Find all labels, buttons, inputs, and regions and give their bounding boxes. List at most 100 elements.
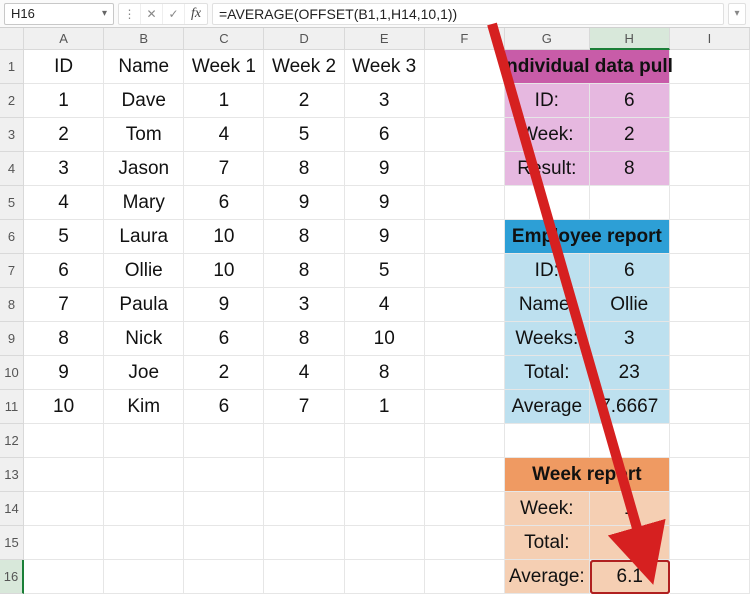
cell-B6[interactable]: Laura xyxy=(104,220,184,254)
column-header-E[interactable]: E xyxy=(345,28,425,50)
cell-A2[interactable]: 1 xyxy=(24,84,104,118)
cell-F16[interactable] xyxy=(425,560,505,594)
name-box[interactable]: H16 ▾ xyxy=(4,3,114,25)
cell-A5[interactable]: 4 xyxy=(24,186,104,220)
cell-H11[interactable]: 7.6667 xyxy=(590,390,670,424)
cell-E3[interactable]: 6 xyxy=(345,118,425,152)
cell-C2[interactable]: 1 xyxy=(184,84,264,118)
cell-G8[interactable]: Name: xyxy=(505,288,590,322)
cell-G14[interactable]: Week: xyxy=(505,492,590,526)
cell-A11[interactable]: 10 xyxy=(24,390,104,424)
cell-A9[interactable]: 8 xyxy=(24,322,104,356)
enter-icon[interactable]: ✓ xyxy=(163,4,185,24)
cell-A15[interactable] xyxy=(24,526,104,560)
cell-C5[interactable]: 6 xyxy=(184,186,264,220)
cell-A3[interactable]: 2 xyxy=(24,118,104,152)
cell-I16[interactable] xyxy=(670,560,750,594)
cell-I11[interactable] xyxy=(670,390,750,424)
cell-F15[interactable] xyxy=(425,526,505,560)
cell-C3[interactable]: 4 xyxy=(184,118,264,152)
cell-C8[interactable]: 9 xyxy=(184,288,264,322)
cell-C7[interactable]: 10 xyxy=(184,254,264,288)
cell-A1[interactable]: ID xyxy=(24,50,104,84)
column-header-C[interactable]: C xyxy=(184,28,264,50)
cell-F13[interactable] xyxy=(425,458,505,492)
cell-B10[interactable]: Joe xyxy=(104,356,184,390)
cell-E10[interactable]: 8 xyxy=(345,356,425,390)
row-header-14[interactable]: 14 xyxy=(0,492,24,526)
cell-E15[interactable] xyxy=(345,526,425,560)
cell-E14[interactable] xyxy=(345,492,425,526)
cell-B14[interactable] xyxy=(104,492,184,526)
cell-D10[interactable]: 4 xyxy=(264,356,344,390)
cell-I4[interactable] xyxy=(670,152,750,186)
cell-D16[interactable] xyxy=(264,560,344,594)
cell-I3[interactable] xyxy=(670,118,750,152)
cell-E6[interactable]: 9 xyxy=(345,220,425,254)
cell-C16[interactable] xyxy=(184,560,264,594)
cell-I5[interactable] xyxy=(670,186,750,220)
cell-F3[interactable] xyxy=(425,118,505,152)
cell-D11[interactable]: 7 xyxy=(264,390,344,424)
cell-B12[interactable] xyxy=(104,424,184,458)
cell-C4[interactable]: 7 xyxy=(184,152,264,186)
cell-C14[interactable] xyxy=(184,492,264,526)
cell-F10[interactable] xyxy=(425,356,505,390)
cell-C6[interactable]: 10 xyxy=(184,220,264,254)
cell-D13[interactable] xyxy=(264,458,344,492)
row-header-13[interactable]: 13 xyxy=(0,458,24,492)
cell-H14[interactable]: 1 xyxy=(590,492,670,526)
column-header-A[interactable]: A xyxy=(24,28,104,50)
cell-B16[interactable] xyxy=(104,560,184,594)
cell-F8[interactable] xyxy=(425,288,505,322)
row-header-4[interactable]: 4 xyxy=(0,152,24,186)
cell-E13[interactable] xyxy=(345,458,425,492)
column-header-F[interactable]: F xyxy=(425,28,505,50)
select-all-corner[interactable] xyxy=(0,28,24,50)
cell-G16[interactable]: Average: xyxy=(505,560,590,594)
cell-E1[interactable]: Week 3 xyxy=(345,50,425,84)
cell-B8[interactable]: Paula xyxy=(104,288,184,322)
cell-A10[interactable]: 9 xyxy=(24,356,104,390)
spreadsheet-grid[interactable]: ABCDEFGHI1IDNameWeek 1Week 2Week 3Indivi… xyxy=(0,28,750,594)
row-header-15[interactable]: 15 xyxy=(0,526,24,560)
cell-B2[interactable]: Dave xyxy=(104,84,184,118)
cell-G4[interactable]: Result: xyxy=(505,152,590,186)
cell-F11[interactable] xyxy=(425,390,505,424)
cell-D5[interactable]: 9 xyxy=(264,186,344,220)
cell-E11[interactable]: 1 xyxy=(345,390,425,424)
cell-I10[interactable] xyxy=(670,356,750,390)
name-box-dropdown-icon[interactable]: ▾ xyxy=(102,8,107,19)
row-header-7[interactable]: 7 xyxy=(0,254,24,288)
row-header-10[interactable]: 10 xyxy=(0,356,24,390)
cell-H10[interactable]: 23 xyxy=(590,356,670,390)
cell-D7[interactable]: 8 xyxy=(264,254,344,288)
row-header-5[interactable]: 5 xyxy=(0,186,24,220)
column-header-D[interactable]: D xyxy=(264,28,344,50)
cell-E12[interactable] xyxy=(345,424,425,458)
cell-D3[interactable]: 5 xyxy=(264,118,344,152)
cell-G9[interactable]: Weeks: xyxy=(505,322,590,356)
cell-G11[interactable]: Average xyxy=(505,390,590,424)
cell-C13[interactable] xyxy=(184,458,264,492)
cell-I14[interactable] xyxy=(670,492,750,526)
row-header-8[interactable]: 8 xyxy=(0,288,24,322)
cell-F12[interactable] xyxy=(425,424,505,458)
expand-formula-bar-icon[interactable]: ▾ xyxy=(728,3,746,25)
cell-E16[interactable] xyxy=(345,560,425,594)
cell-D6[interactable]: 8 xyxy=(264,220,344,254)
cell-G15[interactable]: Total: xyxy=(505,526,590,560)
cell-C9[interactable]: 6 xyxy=(184,322,264,356)
cell-F7[interactable] xyxy=(425,254,505,288)
cell-I12[interactable] xyxy=(670,424,750,458)
cell-F5[interactable] xyxy=(425,186,505,220)
cell-A6[interactable]: 5 xyxy=(24,220,104,254)
cell-A16[interactable] xyxy=(24,560,104,594)
cell-H7[interactable]: 6 xyxy=(590,254,670,288)
cell-F2[interactable] xyxy=(425,84,505,118)
row-header-16[interactable]: 16 xyxy=(0,560,24,594)
row-header-1[interactable]: 1 xyxy=(0,50,24,84)
cell-I2[interactable] xyxy=(670,84,750,118)
cell-I13[interactable] xyxy=(670,458,750,492)
cell-G2[interactable]: ID: xyxy=(505,84,590,118)
